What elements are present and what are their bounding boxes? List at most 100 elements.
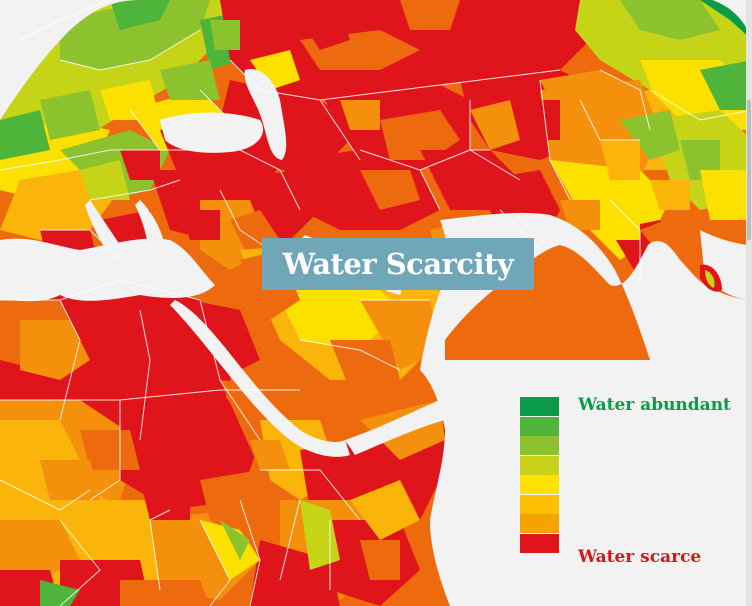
country-border (239, 149, 301, 211)
country-border (19, 0, 111, 41)
legend-swatch (520, 455, 559, 475)
region-china-green (700, 60, 752, 110)
country-border (319, 99, 361, 161)
region-rwanda-green (220, 520, 250, 560)
country-border (0, 479, 91, 511)
aegean-sea (135, 200, 165, 245)
region-drc-yellow (200, 520, 260, 580)
country-border (59, 29, 201, 71)
region-cell (560, 200, 600, 230)
region-india-southeast (640, 210, 700, 280)
region-cell (600, 200, 640, 240)
region-cell (150, 440, 200, 480)
region-cell (100, 80, 160, 120)
country-border (599, 69, 651, 131)
country-border (0, 279, 201, 301)
region-egypt (190, 300, 260, 380)
black-sea (160, 112, 264, 153)
map-title: Water Scarcity (282, 247, 514, 281)
sri-lanka-green (705, 270, 715, 288)
region-cell (250, 50, 300, 90)
region-uzbekistan (380, 110, 460, 160)
region-algeria-orange (20, 320, 90, 380)
region-cell (40, 90, 100, 140)
legend-swatch (520, 436, 559, 455)
country-border (149, 509, 171, 591)
region-cell (300, 10, 350, 50)
legend-swatch (520, 494, 559, 514)
country-border (229, 59, 561, 101)
country-border (59, 299, 81, 421)
region-scandinavia (60, 0, 210, 70)
legend-swatch (520, 533, 559, 553)
scrollbar[interactable] (746, 0, 752, 606)
country-border (0, 149, 200, 171)
region-iran-orange (360, 170, 420, 210)
region-cell (80, 160, 130, 200)
region-cell (520, 100, 560, 140)
region-cell (560, 120, 600, 160)
country-border (469, 100, 490, 151)
region-mongolia-green (620, 0, 720, 40)
region-arabia-center (270, 270, 400, 350)
indian-ocean (420, 212, 752, 606)
country-border (89, 179, 181, 201)
legend-swatch (520, 475, 559, 494)
region-cell (40, 460, 100, 500)
region-cell (140, 480, 190, 520)
region-cell (160, 60, 220, 100)
region-cell (700, 170, 752, 220)
region-cell (210, 20, 240, 50)
country-border (199, 519, 231, 606)
country-border (89, 400, 121, 501)
country-border (260, 469, 361, 521)
region-south-sudan (200, 470, 280, 540)
legend-swatch (520, 416, 559, 436)
region-kenya-amber (350, 480, 420, 540)
region-yemen (330, 340, 400, 390)
legend-swatch (520, 514, 559, 533)
country-border (40, 229, 121, 261)
country-border (359, 149, 441, 211)
adriatic-sea (85, 200, 120, 248)
mediterranean-sea (0, 238, 215, 302)
space-outside-globe (0, 0, 140, 120)
region-russia-east (460, 0, 560, 60)
region-cell (340, 100, 380, 130)
map-title-box: Water Scarcity (262, 238, 534, 290)
region-cell (400, 0, 460, 30)
region-cell (180, 210, 220, 240)
region-cell (120, 150, 160, 180)
country-border (59, 519, 101, 606)
region-cell (250, 440, 290, 470)
region-cell (270, 190, 310, 220)
legend-label-scarce: Water scarce (578, 547, 702, 567)
country-border (609, 199, 641, 280)
country-border (579, 99, 640, 141)
country-border (279, 499, 301, 581)
region-cell (0, 110, 50, 160)
legend-swatch (520, 397, 559, 416)
gulf-of-aden (345, 400, 445, 455)
country-border (139, 309, 151, 441)
country-border (129, 89, 231, 151)
caspian-sea (244, 69, 287, 160)
country-border (199, 299, 261, 441)
country-border (299, 339, 401, 371)
region-cell (600, 140, 640, 180)
region-cell (80, 430, 140, 470)
region-india-green (620, 110, 680, 160)
country-border (239, 499, 261, 606)
region-africa-green (40, 580, 80, 606)
scrollbar-thumb[interactable] (747, 100, 751, 240)
country-border (539, 79, 571, 201)
red-sea (170, 300, 350, 457)
region-africa-south (120, 580, 210, 606)
region-north-green (110, 0, 170, 30)
country-border (649, 89, 752, 121)
legend-label-abundant: Water abundant (578, 395, 731, 415)
region-cell (470, 100, 520, 150)
region-cell (650, 180, 690, 210)
region-oman (360, 300, 440, 370)
